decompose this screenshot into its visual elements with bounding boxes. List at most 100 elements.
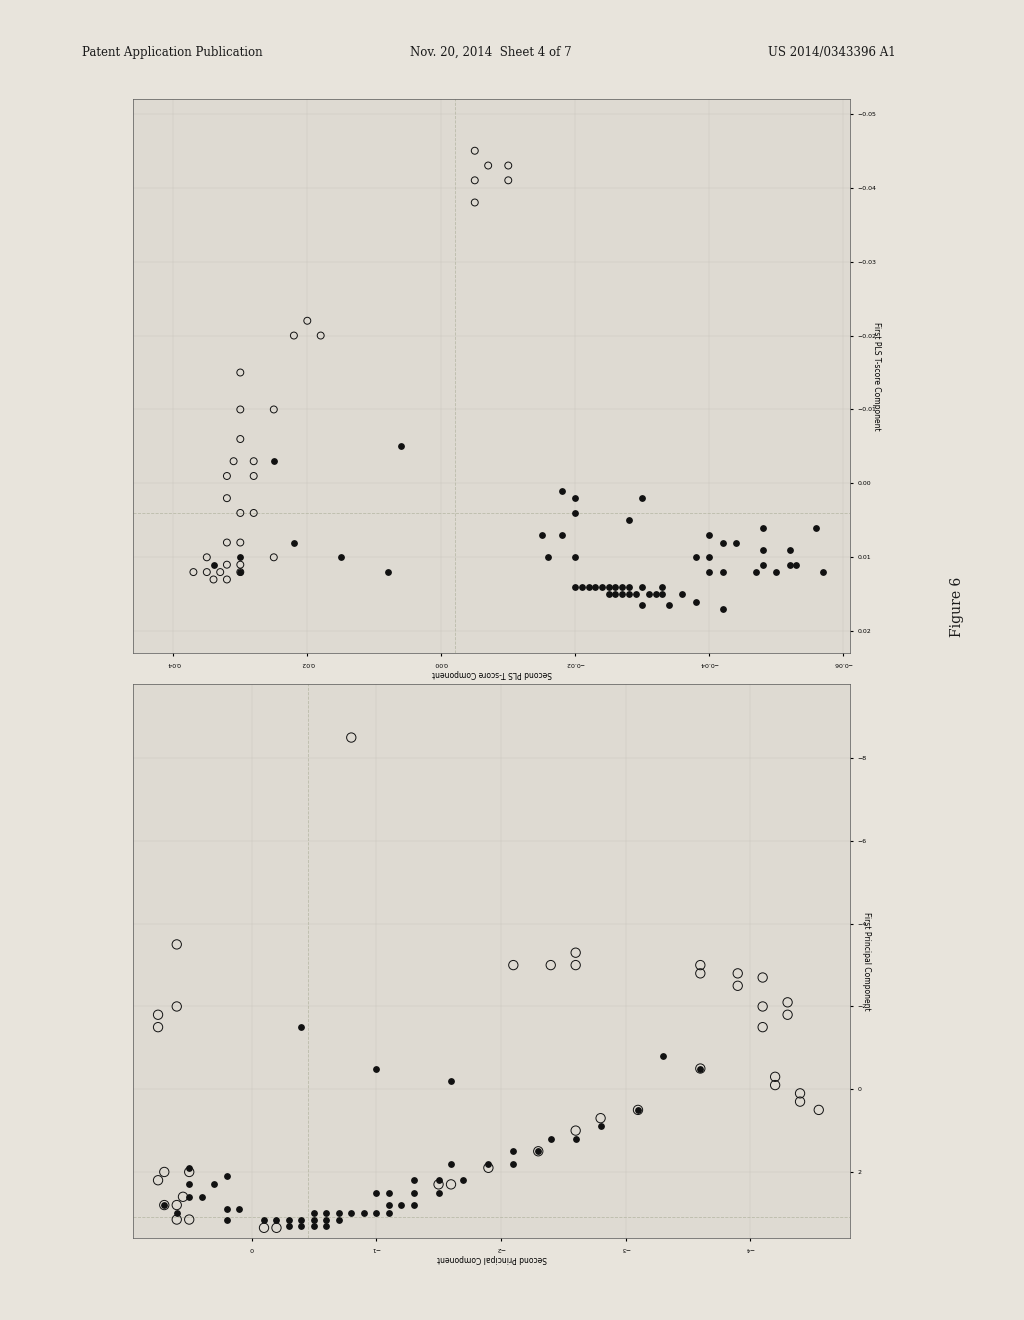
Point xyxy=(467,140,483,161)
Point xyxy=(268,1209,285,1230)
Point xyxy=(480,154,497,176)
Point xyxy=(368,1057,384,1078)
Point xyxy=(554,480,570,502)
Point xyxy=(381,1195,397,1216)
X-axis label: Second Principal Component: Second Principal Component xyxy=(436,1254,547,1262)
Point xyxy=(567,1129,584,1150)
Point xyxy=(630,1100,646,1121)
Point xyxy=(543,1129,559,1150)
Point xyxy=(593,1107,609,1129)
Point xyxy=(505,1140,521,1162)
Point xyxy=(567,487,584,508)
Point xyxy=(343,1203,359,1224)
Point xyxy=(212,561,228,582)
Point xyxy=(343,727,359,748)
X-axis label: Second PLS T-score Component: Second PLS T-score Component xyxy=(431,669,552,677)
Point xyxy=(181,1187,198,1208)
Point xyxy=(554,524,570,545)
Point xyxy=(218,1166,234,1187)
Point xyxy=(634,577,650,598)
Point xyxy=(543,954,559,975)
Point xyxy=(692,1057,709,1078)
Point xyxy=(230,1199,247,1220)
Point xyxy=(647,583,664,605)
Point xyxy=(573,577,590,598)
Point xyxy=(767,1074,783,1096)
Point xyxy=(406,1183,422,1204)
Point xyxy=(692,962,709,983)
Point xyxy=(600,583,616,605)
Point xyxy=(406,1170,422,1191)
Y-axis label: First Principal Component: First Principal Component xyxy=(862,912,871,1010)
Point xyxy=(150,1005,166,1026)
Point xyxy=(534,524,550,545)
Point xyxy=(232,561,249,582)
Point xyxy=(456,1170,472,1191)
Point xyxy=(281,1209,297,1230)
Point xyxy=(788,554,805,576)
Point xyxy=(318,1209,335,1230)
Point xyxy=(701,561,718,582)
Point xyxy=(232,399,249,420)
Point xyxy=(293,1216,309,1237)
Point xyxy=(225,450,242,471)
Point xyxy=(480,1154,497,1175)
Point xyxy=(331,1209,347,1230)
Point xyxy=(728,532,744,553)
Point xyxy=(688,546,705,568)
Point xyxy=(169,995,185,1016)
Point xyxy=(199,546,215,568)
Point xyxy=(185,561,202,582)
Point xyxy=(181,1173,198,1195)
Point xyxy=(430,1170,446,1191)
Point xyxy=(381,1203,397,1224)
Point xyxy=(169,933,185,954)
Point xyxy=(442,1154,459,1175)
Point xyxy=(692,954,709,975)
Point xyxy=(430,1183,446,1204)
Point xyxy=(755,1016,771,1038)
Point xyxy=(406,1195,422,1216)
Point xyxy=(199,561,215,582)
Point xyxy=(318,1216,335,1237)
Point xyxy=(206,1173,222,1195)
Point xyxy=(621,510,637,531)
Point xyxy=(500,154,516,176)
Point xyxy=(169,1195,185,1216)
Point xyxy=(430,1173,446,1195)
Point xyxy=(246,503,262,524)
Point xyxy=(530,1140,547,1162)
Point xyxy=(442,1071,459,1092)
Point xyxy=(256,1209,272,1230)
Point xyxy=(219,532,236,553)
Point xyxy=(232,532,249,553)
Point xyxy=(194,1187,210,1208)
Point xyxy=(811,1100,827,1121)
Point xyxy=(150,1170,166,1191)
Point xyxy=(594,577,610,598)
Point xyxy=(654,1045,671,1067)
Point xyxy=(715,532,731,553)
Point xyxy=(621,577,637,598)
Y-axis label: First PLS T-score Component: First PLS T-score Component xyxy=(871,322,881,430)
Point xyxy=(268,1217,285,1238)
Point xyxy=(674,583,690,605)
Point xyxy=(593,1115,609,1137)
Point xyxy=(246,466,262,487)
Point xyxy=(715,561,731,582)
Point xyxy=(614,577,631,598)
Point xyxy=(755,554,771,576)
Point xyxy=(181,1158,198,1179)
Point xyxy=(380,561,396,582)
Point xyxy=(265,399,282,420)
Point xyxy=(480,1158,497,1179)
Point xyxy=(779,1005,796,1026)
Point xyxy=(505,954,521,975)
Point xyxy=(293,1209,309,1230)
Point xyxy=(331,1203,347,1224)
Point xyxy=(654,577,671,598)
Point xyxy=(607,577,624,598)
Point xyxy=(286,325,302,346)
Text: Nov. 20, 2014  Sheet 4 of 7: Nov. 20, 2014 Sheet 4 of 7 xyxy=(410,46,571,59)
Point xyxy=(567,577,584,598)
